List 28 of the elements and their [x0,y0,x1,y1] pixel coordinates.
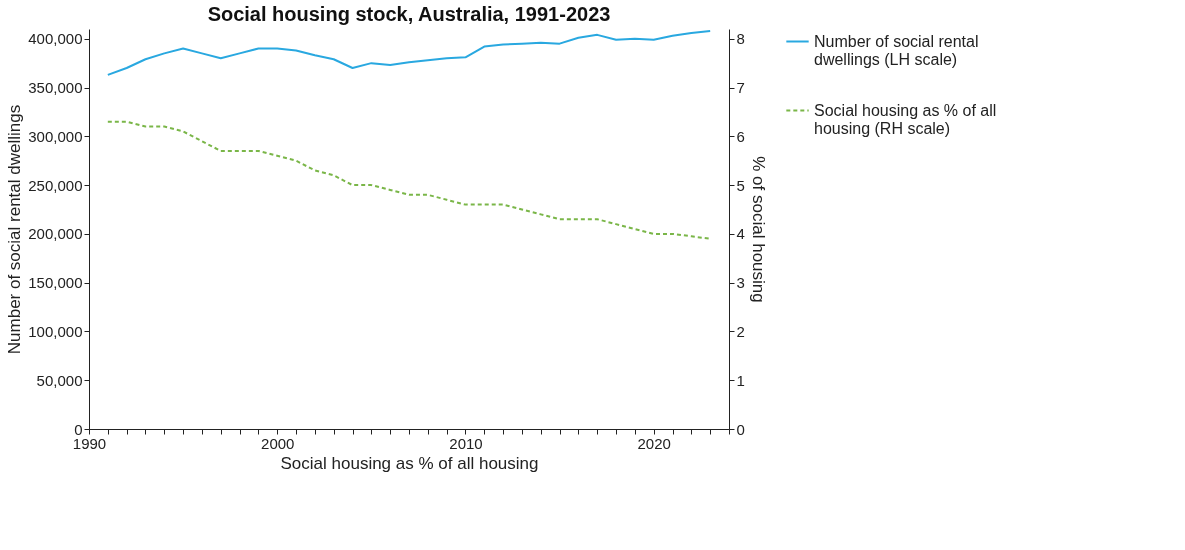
y2-tick-label: 5 [736,176,745,194]
y2-tick-label: 7 [736,79,745,97]
x-tick-label: 2020 [637,434,671,452]
y-tick-label: 200,000 [28,225,83,243]
chart-title: Social housing stock, Australia, 1991-2023 [207,3,611,25]
y-tick-label: 100,000 [28,322,83,340]
y-tick-label: 150,000 [28,274,83,292]
y-tick-label: 350,000 [28,79,83,97]
x-tick-label: 2000 [261,434,295,452]
y-tick-label: 300,000 [28,127,83,145]
y-tick-label: 50,000 [36,371,83,389]
line-series [106,29,712,76]
y2-tick-label: 0 [736,420,745,438]
y2-axis-title: % of social housing [748,156,768,303]
y2-tick-label: 4 [736,225,745,243]
y2-tick-label: 6 [736,127,745,145]
x-tick-label: 2010 [449,434,483,452]
y2-tick-label: 8 [736,30,745,48]
y2-tick-label: 1 [736,371,745,389]
legend-label: Number of social rental dwellings (LH scale) [814,32,979,68]
legend-label: Social housing as % of all housing (RH scale) [814,101,997,137]
y-tick-label: 400,000 [28,30,83,48]
y2-tick-label: 2 [736,322,745,340]
line-series [106,120,712,240]
y2-tick-label: 3 [736,274,745,292]
y-tick-label: 250,000 [28,176,83,194]
x-axis-title: Social housing as % of all housing [280,453,539,473]
y-axis-title: Number of social rental dwellings [5,104,25,355]
